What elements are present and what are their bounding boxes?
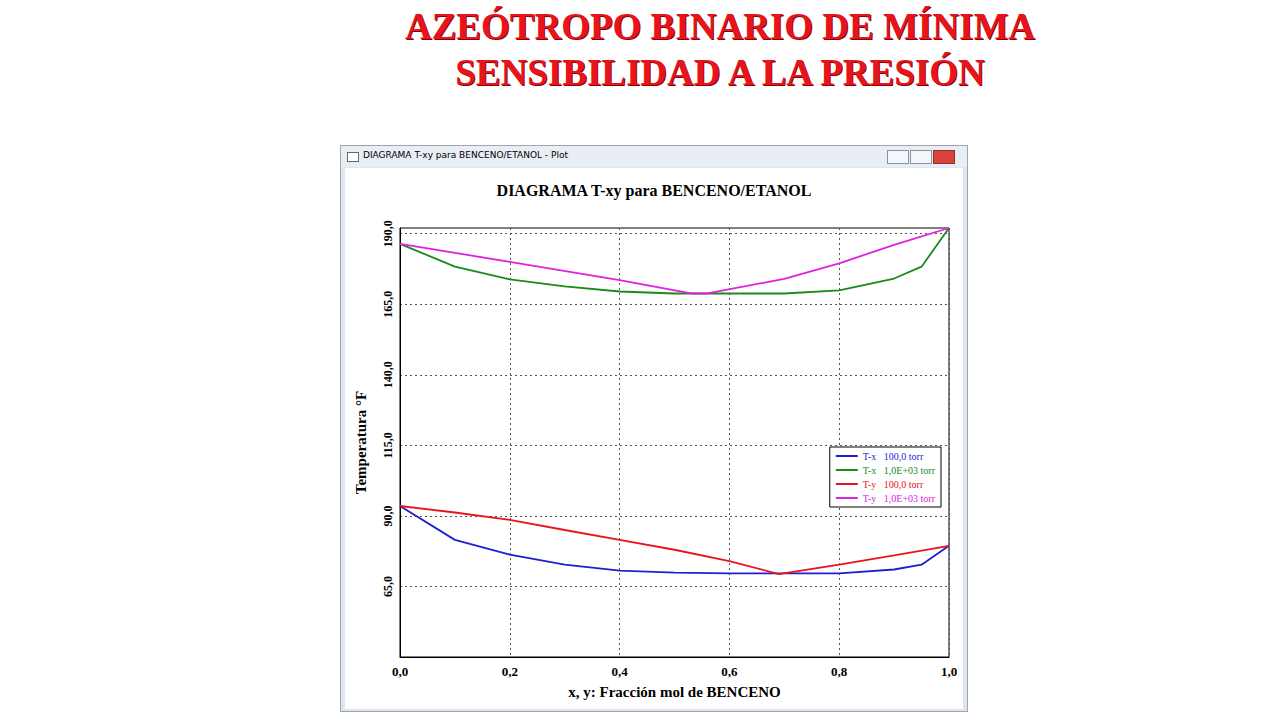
svg-text:140,0: 140,0 xyxy=(381,361,395,388)
svg-text:0,4: 0,4 xyxy=(611,664,628,679)
svg-text:T-x 100,0 torr: T-x 100,0 torr xyxy=(863,451,924,462)
html-text:DIAGRAMA T-xy para BENCENO/ETA: DIAGRAMA T-xy para BENCENO/ETANOL - Plot xyxy=(363,150,568,160)
svg-text:0,2: 0,2 xyxy=(502,664,518,679)
svg-text:0,6: 0,6 xyxy=(721,664,738,679)
svg-text:T-x 1,0E+03 torr: T-x 1,0E+03 torr xyxy=(863,465,936,476)
html-text:AZEÓTROPO BINARIO DE MÍNIMA: AZEÓTROPO BINARIO DE MÍNIMA xyxy=(405,6,1035,47)
svg-text:115,0: 115,0 xyxy=(381,432,395,458)
svg-text:165,0: 165,0 xyxy=(381,291,395,318)
svg-text:0,8: 0,8 xyxy=(831,664,848,679)
svg-text:65,0: 65,0 xyxy=(381,576,395,597)
svg-text:Temperatura °F: Temperatura °F xyxy=(353,391,369,494)
svg-text:T-y 100,0 torr: T-y 100,0 torr xyxy=(863,479,924,490)
svg-text:1,0: 1,0 xyxy=(941,664,957,679)
svg-text:x, y: Fracción mol de BENCENO: x, y: Fracción mol de BENCENO xyxy=(568,684,780,700)
svg-text:DIAGRAMA T-xy para BENCENO/ETA: DIAGRAMA T-xy para BENCENO/ETANOL xyxy=(497,182,812,200)
svg-text:190,0: 190,0 xyxy=(381,220,395,247)
svg-text:0,0: 0,0 xyxy=(392,664,408,679)
svg-text:90,0: 90,0 xyxy=(381,505,395,526)
html-text:SENSIBILIDAD A LA PRESIÓN: SENSIBILIDAD A LA PRESIÓN xyxy=(455,52,985,93)
svg-text:T-y 1,0E+03 torr: T-y 1,0E+03 torr xyxy=(863,493,936,504)
